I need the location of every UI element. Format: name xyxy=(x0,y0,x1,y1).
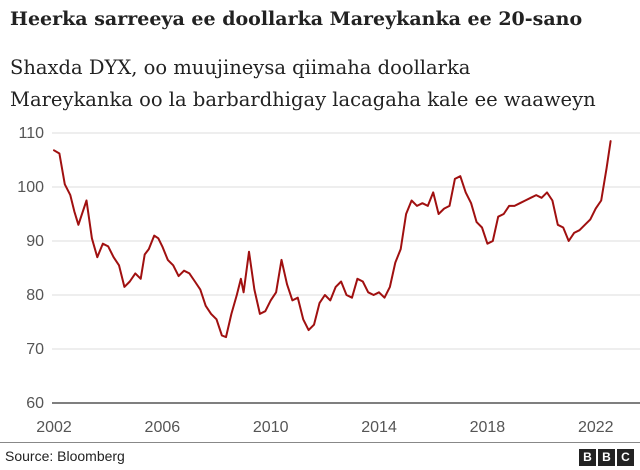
series-line-dxy xyxy=(53,140,612,339)
bbc-logo-letter: B xyxy=(579,449,596,466)
y-tick-label: 110 xyxy=(18,125,44,142)
y-tick-label: 90 xyxy=(26,233,44,250)
subtitle-line-1: Shaxda DYX, oo muujineysa qiimaha doolla… xyxy=(10,56,471,79)
y-tick-label: 70 xyxy=(26,341,44,358)
bbc-logo-letter: B xyxy=(598,449,615,466)
x-tick-label: 2002 xyxy=(36,419,72,436)
x-tick-label: 2018 xyxy=(470,419,506,436)
y-axis-labels: 110 100 90 80 70 60 xyxy=(17,125,44,412)
chart-title: Heerka sarreeya ee doollarka Mareykanka … xyxy=(10,8,583,30)
footer-divider xyxy=(0,442,640,443)
x-tick-label: 2006 xyxy=(145,419,181,436)
source-note: Source: Bloomberg xyxy=(5,448,125,464)
x-tick-label: 2014 xyxy=(361,419,397,436)
y-tick-label: 60 xyxy=(26,395,44,412)
x-tick-label: 2010 xyxy=(253,419,289,436)
y-tick-label: 100 xyxy=(17,179,44,196)
grid-lines xyxy=(52,132,640,404)
x-axis-labels: 2002 2006 2010 2014 2018 2022 xyxy=(36,419,613,436)
bbc-logo-letter: C xyxy=(617,449,634,466)
y-tick-label: 80 xyxy=(26,287,44,304)
chart-subtitle: Shaxda DYX, oo muujineysa qiimaha doolla… xyxy=(10,52,635,116)
subtitle-line-2: Mareykanka oo la barbardhigay lacagaha k… xyxy=(10,88,596,111)
line-chart: 110 100 90 80 70 60 2002 2006 2010 2014 2018 2022 xyxy=(17,125,640,436)
series-lines xyxy=(53,140,612,339)
x-tick-label: 2022 xyxy=(578,419,614,436)
bbc-logo: B B C xyxy=(579,449,634,466)
